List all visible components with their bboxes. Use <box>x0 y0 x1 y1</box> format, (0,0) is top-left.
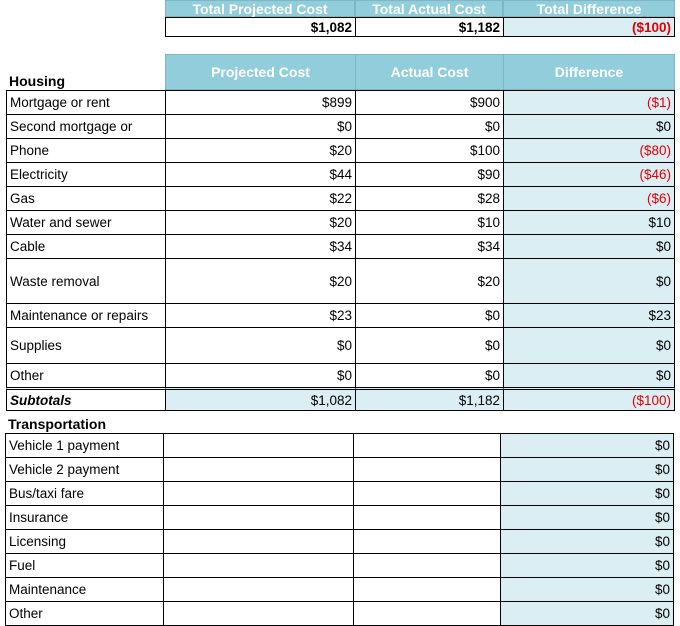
transport-row-label[interactable]: Vehicle 1 payment <box>5 433 164 458</box>
housing-row-difference[interactable]: ($46) <box>503 162 675 187</box>
total-difference-header: Total Difference <box>503 0 675 17</box>
housing-row-projected[interactable]: $20 <box>165 138 356 163</box>
subtotal-actual[interactable]: $1,182 <box>355 387 504 411</box>
housing-row-actual[interactable]: $20 <box>355 258 504 304</box>
housing-row-label[interactable]: Cable <box>6 234 166 259</box>
housing-row-projected[interactable]: $44 <box>165 162 356 187</box>
housing-row-label[interactable]: Electricity <box>6 162 166 187</box>
housing-row-projected[interactable]: $0 <box>165 363 356 388</box>
transport-row-projected[interactable] <box>163 553 354 578</box>
transport-row-difference[interactable]: $0 <box>500 433 674 458</box>
housing-row-difference[interactable]: ($80) <box>503 138 675 163</box>
transport-row-difference[interactable]: $0 <box>500 457 674 482</box>
transport-row-label[interactable]: Fuel <box>5 553 164 578</box>
housing-row-label[interactable]: Phone <box>6 138 166 163</box>
housing-row-actual[interactable]: $0 <box>355 327 504 364</box>
housing-row-projected[interactable]: $20 <box>165 210 356 235</box>
transport-row-actual[interactable] <box>353 505 501 530</box>
housing-row-actual[interactable]: $0 <box>355 303 504 328</box>
housing-row-actual[interactable]: $0 <box>355 114 504 139</box>
housing-row-projected[interactable]: $20 <box>165 258 356 304</box>
difference-header: Difference <box>503 54 675 90</box>
housing-section-title: Housing <box>9 73 65 89</box>
transport-row-label[interactable]: Bus/taxi fare <box>5 481 164 506</box>
transport-row-difference[interactable]: $0 <box>500 529 674 554</box>
housing-row-label[interactable]: Water and sewer <box>6 210 166 235</box>
housing-row-actual[interactable]: $28 <box>355 186 504 211</box>
housing-row-actual[interactable]: $900 <box>355 90 504 115</box>
housing-row-projected[interactable]: $0 <box>165 114 356 139</box>
housing-row-actual[interactable]: $34 <box>355 234 504 259</box>
housing-row-projected[interactable]: $23 <box>165 303 356 328</box>
total-difference-value[interactable]: ($100) <box>503 17 675 37</box>
transport-row-actual[interactable] <box>353 553 501 578</box>
transport-row-projected[interactable] <box>163 433 354 458</box>
total-actual-cost-value[interactable]: $1,182 <box>355 17 504 37</box>
transport-row-difference[interactable]: $0 <box>500 577 674 602</box>
housing-row-actual[interactable]: $100 <box>355 138 504 163</box>
subtotals-label[interactable]: Subtotals <box>6 387 166 411</box>
housing-row-projected[interactable]: $22 <box>165 186 356 211</box>
transport-row-projected[interactable] <box>163 457 354 482</box>
housing-row-label[interactable]: Second mortgage or <box>6 114 166 139</box>
total-projected-cost-header: Total Projected Cost <box>165 0 355 17</box>
housing-row-projected[interactable]: $0 <box>165 327 356 364</box>
housing-row-actual[interactable]: $90 <box>355 162 504 187</box>
subtotal-difference[interactable]: ($100) <box>503 387 675 411</box>
total-actual-cost-header: Total Actual Cost <box>355 0 503 17</box>
transport-row-projected[interactable] <box>163 481 354 506</box>
transport-row-label[interactable]: Insurance <box>5 505 164 530</box>
housing-row-projected[interactable]: $899 <box>165 90 356 115</box>
transport-row-actual[interactable] <box>353 457 501 482</box>
housing-row-label[interactable]: Maintenance or repairs <box>6 303 166 328</box>
transport-row-actual[interactable] <box>353 601 501 626</box>
actual-cost-header: Actual Cost <box>355 54 504 90</box>
housing-row-label[interactable]: Mortgage or rent <box>6 90 166 115</box>
subtotal-projected[interactable]: $1,082 <box>165 387 356 411</box>
housing-row-actual[interactable]: $0 <box>355 363 504 388</box>
housing-row-label[interactable]: Supplies <box>6 327 166 364</box>
transport-row-actual[interactable] <box>353 577 501 602</box>
housing-row-difference[interactable]: $0 <box>503 114 675 139</box>
transport-row-difference[interactable]: $0 <box>500 601 674 626</box>
housing-row-difference[interactable]: $0 <box>503 327 675 364</box>
housing-row-difference[interactable]: $0 <box>503 234 675 259</box>
transport-row-actual[interactable] <box>353 433 501 458</box>
housing-row-label[interactable]: Waste removal <box>6 258 166 304</box>
housing-row-projected[interactable]: $34 <box>165 234 356 259</box>
housing-row-label[interactable]: Gas <box>6 186 166 211</box>
transport-row-actual[interactable] <box>353 481 501 506</box>
housing-row-label[interactable]: Other <box>6 363 166 388</box>
transport-row-difference[interactable]: $0 <box>500 481 674 506</box>
housing-row-difference[interactable]: $23 <box>503 303 675 328</box>
housing-row-difference[interactable]: $0 <box>503 363 675 388</box>
transport-row-projected[interactable] <box>163 577 354 602</box>
transport-row-label[interactable]: Vehicle 2 payment <box>5 457 164 482</box>
transport-row-difference[interactable]: $0 <box>500 505 674 530</box>
transport-row-projected[interactable] <box>163 601 354 626</box>
transport-row-difference[interactable]: $0 <box>500 553 674 578</box>
housing-row-difference[interactable]: $10 <box>503 210 675 235</box>
projected-cost-header: Projected Cost <box>165 54 356 90</box>
transportation-section-title: Transportation <box>8 416 107 432</box>
transport-row-label[interactable]: Licensing <box>5 529 164 554</box>
housing-row-difference[interactable]: ($1) <box>503 90 675 115</box>
transport-row-projected[interactable] <box>163 529 354 554</box>
housing-row-actual[interactable]: $10 <box>355 210 504 235</box>
housing-row-difference[interactable]: $0 <box>503 258 675 304</box>
transport-row-projected[interactable] <box>163 505 354 530</box>
total-projected-cost-value[interactable]: $1,082 <box>165 17 356 37</box>
transport-row-actual[interactable] <box>353 529 501 554</box>
transport-row-label[interactable]: Maintenance <box>5 577 164 602</box>
transport-row-label[interactable]: Other <box>5 601 164 626</box>
housing-row-difference[interactable]: ($6) <box>503 186 675 211</box>
